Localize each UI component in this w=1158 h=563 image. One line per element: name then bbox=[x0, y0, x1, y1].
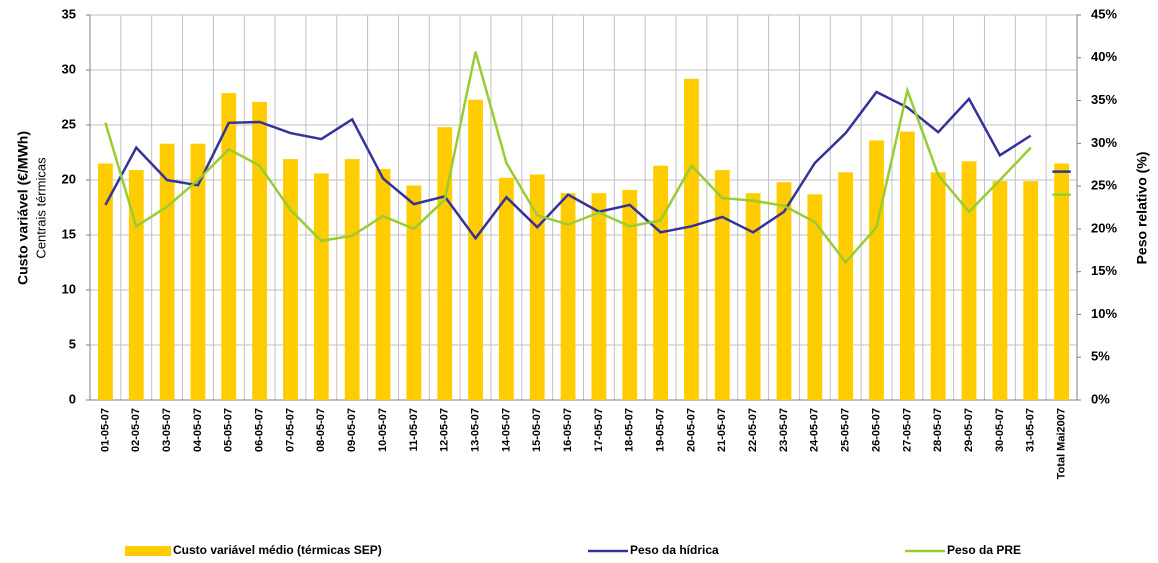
y-tick-label: 0 bbox=[69, 391, 76, 406]
x-tick-label: 21-05-07 bbox=[716, 408, 728, 452]
bar bbox=[838, 172, 854, 400]
y2-tick-label: 35% bbox=[1091, 92, 1117, 107]
x-tick-label: 05-05-07 bbox=[223, 408, 235, 452]
y-axis-sublabel: Centrais térmicas bbox=[33, 157, 48, 259]
bar bbox=[252, 101, 268, 401]
bar bbox=[375, 169, 391, 400]
x-tick-label: 31-05-07 bbox=[1025, 408, 1037, 452]
y-axis-label: Custo variável (€/MWh) bbox=[15, 131, 31, 285]
line bbox=[104, 51, 1032, 265]
x-tick-label: 27-05-07 bbox=[901, 408, 913, 452]
y-tick-label: 15 bbox=[62, 226, 76, 241]
y-tick-label: 5 bbox=[69, 336, 76, 351]
bar bbox=[283, 159, 298, 400]
x-tick-label: 12-05-07 bbox=[439, 408, 451, 452]
bar bbox=[344, 159, 360, 400]
x-tick-label: 18-05-07 bbox=[624, 408, 636, 452]
bar bbox=[776, 182, 792, 400]
bar bbox=[313, 173, 329, 400]
bar bbox=[406, 185, 422, 400]
bar bbox=[899, 131, 915, 400]
bar bbox=[807, 194, 823, 400]
y2-tick-label: 10% bbox=[1091, 306, 1117, 321]
y-tick-label: 20 bbox=[62, 171, 76, 186]
x-tick-label: 14-05-07 bbox=[500, 408, 512, 452]
bar bbox=[98, 163, 113, 400]
bar bbox=[498, 177, 514, 400]
bar bbox=[529, 174, 545, 400]
x-tick-label: 08-05-07 bbox=[315, 408, 327, 452]
bar bbox=[221, 93, 237, 400]
x-tick-label: Total Mai2007 bbox=[1055, 408, 1067, 479]
bar bbox=[684, 78, 699, 401]
x-tick-label: 25-05-07 bbox=[840, 408, 852, 452]
line bbox=[104, 90, 1032, 241]
x-tick-label: 13-05-07 bbox=[469, 408, 481, 452]
x-tick-label: 09-05-07 bbox=[346, 408, 358, 452]
x-tick-label: 19-05-07 bbox=[655, 408, 667, 452]
y2-tick-label: 25% bbox=[1091, 178, 1117, 193]
bar bbox=[437, 127, 453, 400]
x-tick-label: 26-05-07 bbox=[870, 408, 882, 452]
x-tick-label: 02-05-07 bbox=[130, 408, 142, 452]
x-tick-label: 24-05-07 bbox=[809, 408, 821, 452]
legend-label: Peso da PRE bbox=[947, 543, 1021, 557]
x-tick-label: 22-05-07 bbox=[747, 408, 759, 452]
bar bbox=[714, 170, 730, 400]
y2-tick-label: 15% bbox=[1091, 263, 1117, 278]
x-tick-label: 16-05-07 bbox=[562, 408, 574, 452]
y2-tick-label: 45% bbox=[1091, 6, 1117, 21]
bar bbox=[869, 140, 884, 400]
bar bbox=[128, 170, 144, 400]
x-tick-label: 10-05-07 bbox=[377, 408, 389, 452]
x-tick-label: 11-05-07 bbox=[408, 408, 420, 451]
x-tick-label: 01-05-07 bbox=[99, 408, 111, 452]
y-tick-label: 10 bbox=[62, 281, 76, 296]
bar bbox=[622, 189, 638, 400]
bar bbox=[961, 161, 977, 400]
bar bbox=[1054, 163, 1069, 400]
x-tick-label: 07-05-07 bbox=[284, 408, 296, 452]
x-tick-label: 28-05-07 bbox=[932, 408, 944, 452]
bar bbox=[190, 143, 206, 400]
x-tick-label: 30-05-07 bbox=[994, 408, 1006, 452]
y2-tick-label: 20% bbox=[1091, 220, 1117, 235]
y-tick-label: 30 bbox=[62, 61, 76, 76]
x-tick-label: 15-05-07 bbox=[531, 408, 543, 452]
x-tick-label: 03-05-07 bbox=[161, 408, 173, 452]
x-tick-label: 04-05-07 bbox=[192, 408, 204, 452]
x-tick-label: 06-05-07 bbox=[254, 408, 266, 452]
y2-tick-label: 40% bbox=[1091, 49, 1117, 64]
y2-tick-label: 30% bbox=[1091, 135, 1117, 150]
bar bbox=[745, 193, 761, 400]
bar bbox=[560, 193, 576, 400]
bar bbox=[468, 99, 483, 400]
y2-tick-label: 0% bbox=[1091, 391, 1110, 406]
x-tick-label: 17-05-07 bbox=[593, 408, 605, 452]
bar bbox=[591, 193, 607, 400]
bar bbox=[992, 181, 1008, 400]
y2-tick-label: 5% bbox=[1091, 349, 1110, 364]
bar bbox=[1023, 181, 1039, 400]
x-tick-label: 23-05-07 bbox=[778, 408, 790, 452]
legend-swatch bbox=[125, 546, 171, 556]
y-tick-label: 25 bbox=[62, 116, 76, 131]
legend-label: Custo variável médio (térmicas SEP) bbox=[173, 543, 382, 557]
legend-label: Peso da hídrica bbox=[630, 543, 719, 557]
y2-axis-label: Peso relativo (%) bbox=[1134, 152, 1150, 265]
bar bbox=[653, 165, 669, 400]
bar bbox=[930, 172, 946, 400]
x-tick-label: 20-05-07 bbox=[685, 408, 697, 452]
x-tick-label: 29-05-07 bbox=[963, 408, 975, 452]
y-tick-label: 35 bbox=[62, 6, 76, 21]
